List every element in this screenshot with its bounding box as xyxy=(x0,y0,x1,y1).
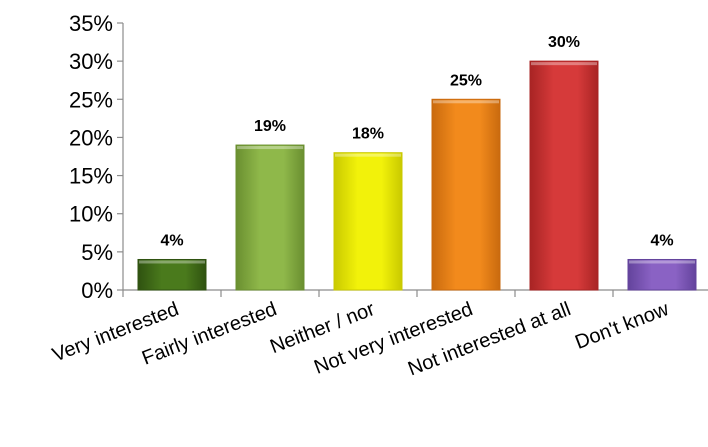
data-label: 4% xyxy=(160,232,183,249)
data-label: 25% xyxy=(450,72,482,89)
y-tick-label: 20% xyxy=(69,125,113,150)
x-axis xyxy=(122,289,708,297)
data-labels-group: 4% 19% 18% 25% 30% 4% xyxy=(160,34,673,249)
y-tick-label: 5% xyxy=(81,240,113,265)
y-tick-label: 30% xyxy=(69,49,113,74)
y-tick-label: 25% xyxy=(69,87,113,112)
y-tick-label: 15% xyxy=(69,164,113,189)
y-tick-label: 35% xyxy=(69,11,113,36)
bars-group xyxy=(137,60,697,291)
y-tick-label: 10% xyxy=(69,202,113,227)
bar-2 xyxy=(333,152,403,291)
data-label: 18% xyxy=(352,126,384,143)
bar-4 xyxy=(529,60,599,291)
bar-1 xyxy=(235,144,305,291)
bar-highlight xyxy=(433,100,499,104)
bar-highlight xyxy=(335,153,401,157)
bar-0 xyxy=(137,258,207,291)
y-tick-label: 0% xyxy=(81,278,113,303)
bar-5 xyxy=(627,258,697,291)
bar-highlight xyxy=(237,146,303,150)
bar-highlight xyxy=(531,62,597,66)
y-axis: 0% 5% 10% 15% 20% 25% 30% 35% xyxy=(69,11,124,303)
data-label: 19% xyxy=(254,118,286,135)
data-label: 30% xyxy=(548,34,580,51)
bar-3 xyxy=(431,98,501,291)
bar-highlight xyxy=(139,260,205,264)
data-label: 4% xyxy=(650,232,673,249)
x-category-label: Don't know xyxy=(572,298,672,354)
bar-highlight xyxy=(629,260,695,264)
x-category-label: Not interested at all xyxy=(405,298,574,380)
